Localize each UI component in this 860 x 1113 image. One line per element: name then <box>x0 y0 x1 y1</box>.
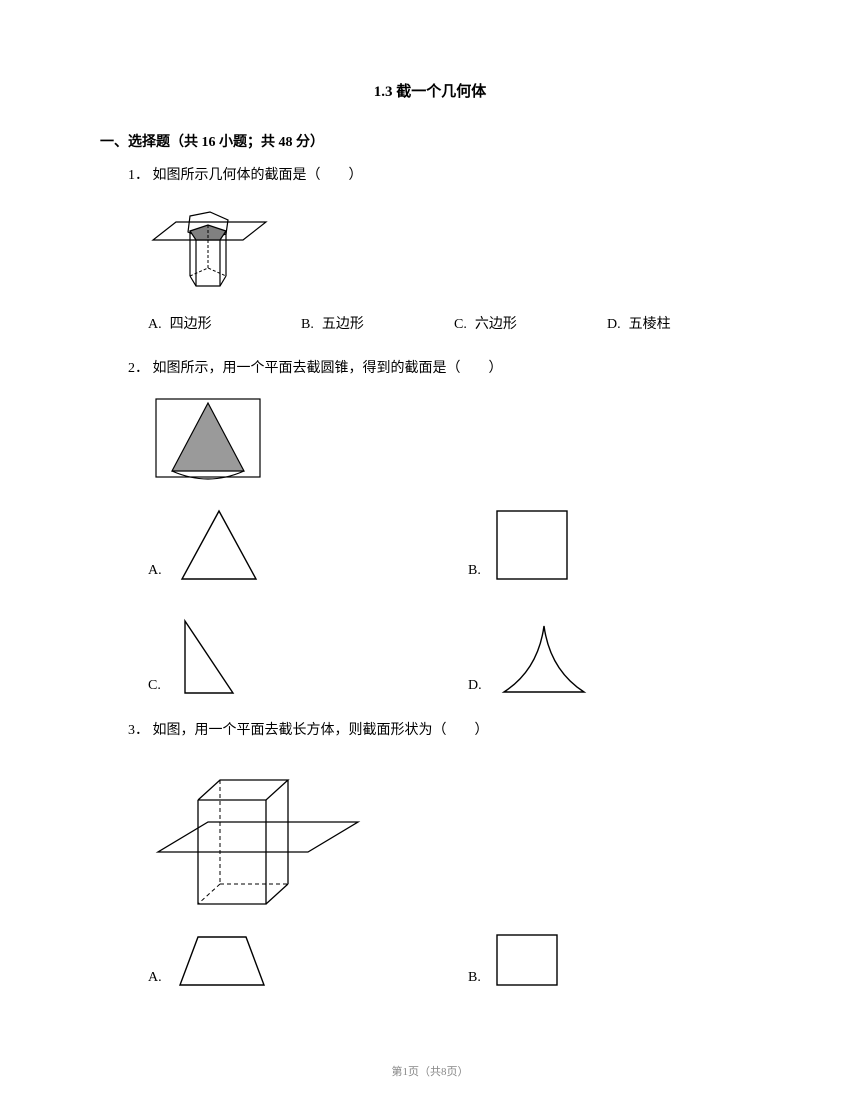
q2-text: 2． 如图所示，用一个平面去截圆锥，得到的截面是（ ） <box>128 356 760 383</box>
q2-opt-b: B. <box>468 505 788 585</box>
q1-num: 1． <box>128 168 149 183</box>
page-footer: 第1页（共8页） <box>0 1063 860 1079</box>
q3-text: 3． 如图，用一个平面去截长方体，则截面形状为（ ） <box>128 718 760 745</box>
q2-options: A. B. C. D. <box>148 505 760 700</box>
q1-text: 1． 如图所示几何体的截面是（ ） <box>128 163 760 190</box>
rectangle-icon <box>493 931 563 991</box>
q2-body: 如图所示，用一个平面去截圆锥，得到的截面是（ ） <box>153 361 503 376</box>
section-header: 一、选择题（共 16 小题；共 48 分） <box>100 131 760 151</box>
q2-opt-c: C. <box>148 615 468 700</box>
q1-opt-a-text: 四边形 <box>170 312 212 339</box>
q2-opt-a: A. <box>148 505 468 585</box>
q3-options: A. B. <box>148 931 760 991</box>
right-triangle-icon <box>173 615 243 700</box>
page: 1.3 截一个几何体 一、选择题（共 16 小题；共 48 分） 1． 如图所示… <box>0 0 860 1113</box>
q2-opt-d-label: D. <box>468 673 482 700</box>
triangle-icon <box>174 505 264 585</box>
trapezoid-icon <box>174 931 269 991</box>
square-icon <box>493 507 573 585</box>
q1-figure <box>148 198 760 298</box>
q1-opt-d: D. 五棱柱 <box>607 312 760 339</box>
q1-opt-d-text: 五棱柱 <box>629 312 671 339</box>
q1-opt-c-text: 六边形 <box>475 312 517 339</box>
question-1: 1． 如图所示几何体的截面是（ ） <box>128 163 760 338</box>
page-title: 1.3 截一个几何体 <box>100 80 760 101</box>
q3-num: 3． <box>128 723 149 738</box>
q3-opt-a-label: A. <box>148 965 162 992</box>
q3-opt-a: A. <box>148 931 468 991</box>
q1-opt-b: B. 五边形 <box>301 312 454 339</box>
question-3: 3． 如图，用一个平面去截长方体，则截面形状为（ ） A. <box>128 718 760 992</box>
q3-opt-b-label: B. <box>468 965 481 992</box>
q2-figure <box>148 391 760 491</box>
q1-options: A. 四边形 B. 五边形 C. 六边形 D. 五棱柱 <box>148 312 760 339</box>
q1-body: 如图所示几何体的截面是（ ） <box>153 168 363 183</box>
q2-opt-c-label: C. <box>148 673 161 700</box>
q3-body: 如图，用一个平面去截长方体，则截面形状为（ ） <box>153 723 489 738</box>
q3-opt-b: B. <box>468 931 788 991</box>
curved-cone-icon <box>494 620 594 700</box>
q1-opt-a: A. 四边形 <box>148 312 301 339</box>
q2-opt-b-label: B. <box>468 558 481 585</box>
question-2: 2． 如图所示，用一个平面去截圆锥，得到的截面是（ ） A. B. <box>128 356 760 700</box>
q2-opt-a-label: A. <box>148 558 162 585</box>
q2-opt-d: D. <box>468 615 788 700</box>
q2-num: 2． <box>128 361 149 376</box>
q3-figure <box>148 752 760 917</box>
q1-opt-c: C. 六边形 <box>454 312 607 339</box>
q1-opt-b-text: 五边形 <box>322 312 364 339</box>
